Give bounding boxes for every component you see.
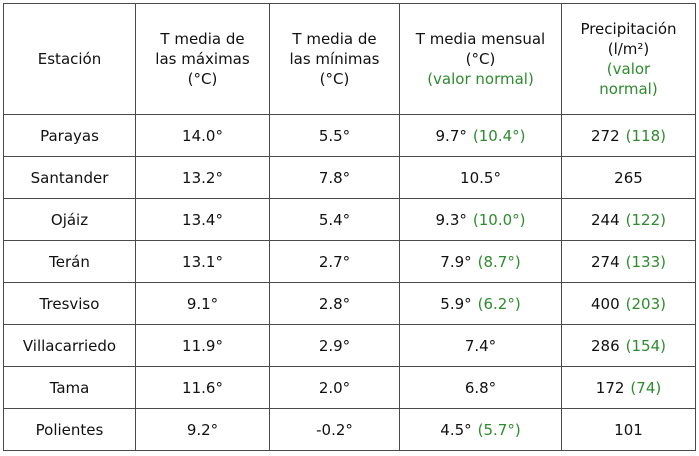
cell-tmin: 5.4° [269,198,400,241]
cell-tmin: 7.8° [269,156,400,199]
cell-tmean: 10.5° [399,156,562,199]
cell-tmin: 2.9° [269,324,400,367]
table-row: Santander 13.2° 7.8° 10.5° 265 [3,156,696,199]
header-tmean: T media mensual (°C) (valor normal) [399,3,562,115]
cell-station: Tama [3,366,136,409]
cell-tmax: 13.4° [135,198,270,241]
cell-tmin: 5.5° [269,114,400,157]
cell-tmean: 7.9° (8.7°) [399,240,562,283]
cell-tmax: 11.9° [135,324,270,367]
cell-precip: 272 (118) [561,114,696,157]
header-tmax: T media de las máximas (°C) [135,3,270,115]
table-row: Terán 13.1° 2.7° 7.9° (8.7°) 274 (133) [3,240,696,283]
header-station: Estación [3,3,136,115]
table-row: Polientes 9.2° -0.2° 4.5° (5.7°) 101 [3,408,696,451]
table-row: Villacarriedo 11.9° 2.9° 7.4° 286 (154) [3,324,696,367]
header-precip: Precipitación (l/m²) (valor normal) [561,3,696,115]
cell-precip: 101 [561,408,696,451]
cell-precip: 286 (154) [561,324,696,367]
cell-station: Terán [3,240,136,283]
cell-tmax: 11.6° [135,366,270,409]
table-row: Tama 11.6° 2.0° 6.8° 172 (74) [3,366,696,409]
cell-tmin: 2.0° [269,366,400,409]
cell-tmean: 9.7° (10.4°) [399,114,562,157]
cell-tmean: 6.8° [399,366,562,409]
cell-station: Polientes [3,408,136,451]
cell-station: Villacarriedo [3,324,136,367]
cell-tmax: 9.2° [135,408,270,451]
cell-precip: 172 (74) [561,366,696,409]
cell-station: Parayas [3,114,136,157]
cell-tmin: 2.7° [269,240,400,283]
cell-precip: 274 (133) [561,240,696,283]
cell-precip: 244 (122) [561,198,696,241]
cell-tmean: 5.9° (6.2°) [399,282,562,325]
table-row: Tresviso 9.1° 2.8° 5.9° (6.2°) 400 (203) [3,282,696,325]
table-row: Parayas 14.0° 5.5° 9.7° (10.4°) 272 (118) [3,114,696,157]
cell-tmean: 7.4° [399,324,562,367]
cell-station: Ojáiz [3,198,136,241]
cell-tmean: 4.5° (5.7°) [399,408,562,451]
cell-tmax: 14.0° [135,114,270,157]
cell-tmean: 9.3° (10.0°) [399,198,562,241]
header-row: Estación T media de las máximas (°C) T m… [3,3,696,115]
climate-table: Estación T media de las máximas (°C) T m… [3,3,696,451]
cell-precip: 265 [561,156,696,199]
header-tmin: T media de las mínimas (°C) [269,3,400,115]
cell-tmin: -0.2° [269,408,400,451]
cell-tmax: 13.1° [135,240,270,283]
cell-tmax: 9.1° [135,282,270,325]
cell-tmax: 13.2° [135,156,270,199]
cell-tmin: 2.8° [269,282,400,325]
cell-station: Santander [3,156,136,199]
cell-precip: 400 (203) [561,282,696,325]
cell-station: Tresviso [3,282,136,325]
table-row: Ojáiz 13.4° 5.4° 9.3° (10.0°) 244 (122) [3,198,696,241]
